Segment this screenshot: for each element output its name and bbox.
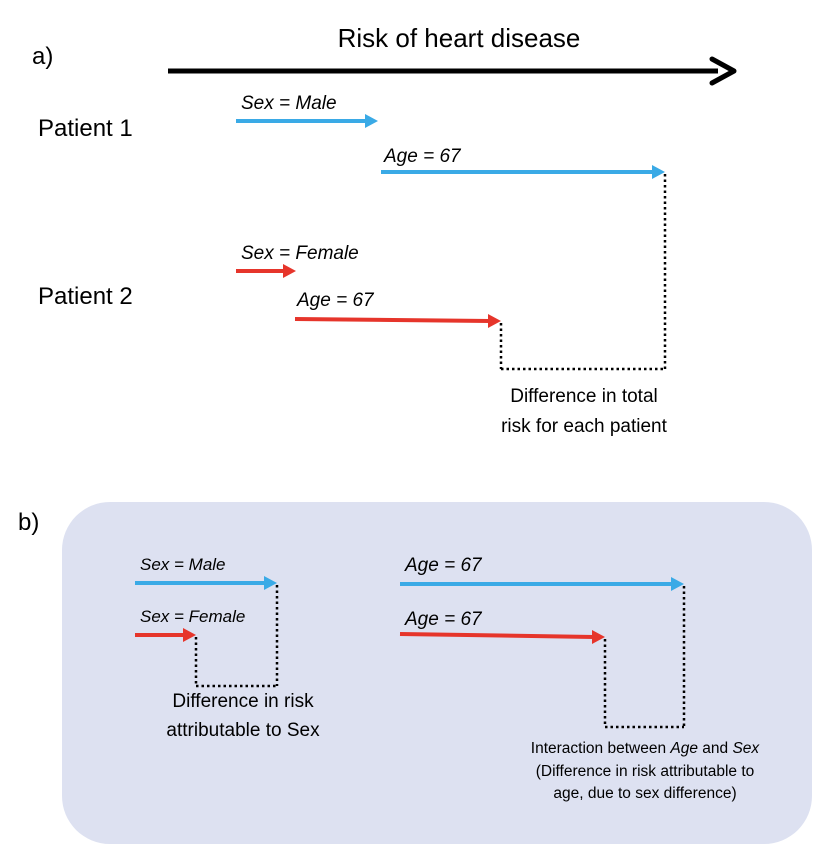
b-age-female-arrow [399, 630, 605, 644]
p2-sex-label: Sex = Female [241, 243, 359, 264]
patient-2-label: Patient 2 [38, 283, 133, 310]
sex-difference-line-2: attributable to Sex [166, 720, 320, 741]
patient-1-label: Patient 1 [38, 115, 133, 142]
b-age-male-arrow [400, 577, 684, 591]
p2-sex-arrow [236, 264, 296, 278]
b-age-male-label: Age = 67 [404, 555, 483, 576]
interaction-prefix: Interaction between [531, 740, 671, 757]
interaction-line-3: age, due to sex difference) [553, 785, 736, 802]
interaction-bracket [603, 586, 686, 729]
total-difference-line-2: risk for each patient [501, 416, 668, 437]
axis-title: Risk of heart disease [338, 23, 581, 53]
panel-a: a) Risk of heart disease Patient 1 Patie… [32, 23, 737, 437]
sex-difference-line-1: Difference in risk [172, 691, 314, 712]
sex-difference-bracket [194, 585, 279, 688]
interaction-line-1: Interaction between Age and Sex [531, 740, 761, 757]
b-sex-male-arrow [135, 576, 277, 590]
panel-b-background [62, 502, 812, 844]
b-sex-female-arrow [135, 628, 196, 642]
interaction-term-sex: Sex [732, 740, 760, 757]
p2-age-label: Age = 67 [296, 290, 375, 311]
p1-sex-label: Sex = Male [241, 93, 337, 114]
interaction-term-age: Age [669, 740, 698, 757]
total-difference-line-1: Difference in total [510, 386, 658, 407]
interaction-middle: and [698, 740, 732, 757]
p2-age-arrow [294, 314, 501, 328]
panel-b: b) Sex = Male Sex = Female Difference in… [18, 502, 812, 844]
b-sex-female-label: Sex = Female [140, 607, 245, 626]
interaction-line-2: (Difference in risk attributable to [536, 763, 755, 780]
risk-axis-arrow [168, 56, 737, 86]
p1-age-label: Age = 67 [383, 146, 462, 167]
b-age-female-label: Age = 67 [404, 609, 483, 630]
panel-a-label: a) [32, 43, 53, 70]
total-difference-bracket [499, 174, 667, 371]
b-sex-male-label: Sex = Male [140, 555, 226, 574]
p1-sex-arrow [236, 114, 378, 128]
panel-b-label: b) [18, 509, 39, 536]
p1-age-arrow [381, 165, 665, 179]
